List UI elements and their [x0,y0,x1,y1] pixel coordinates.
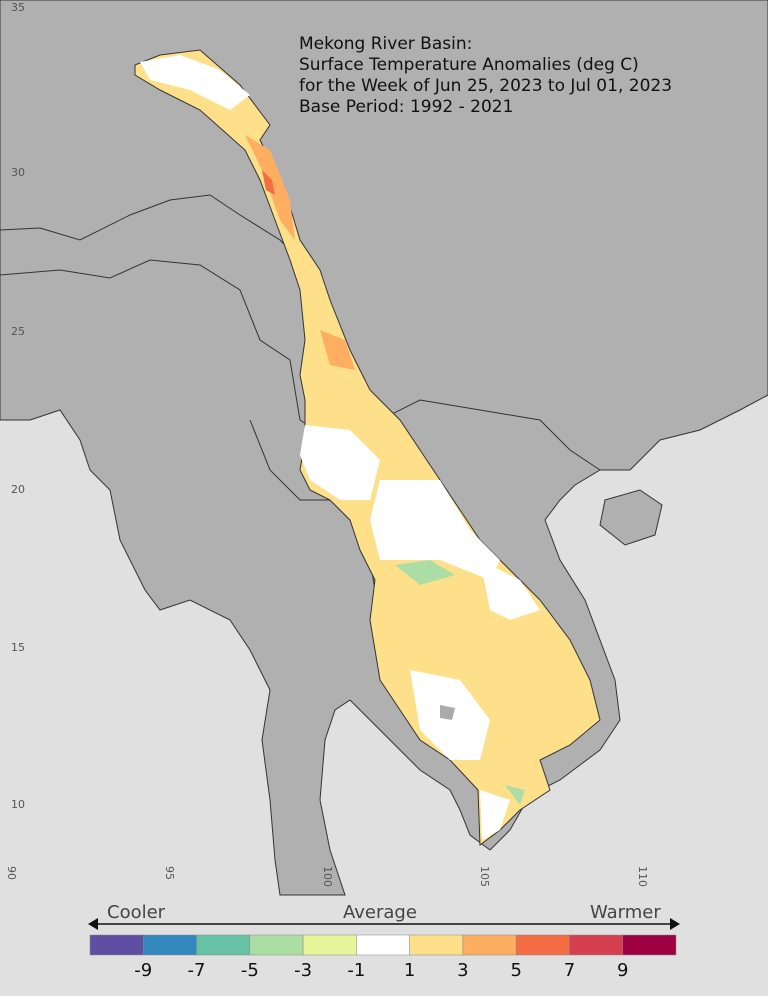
title-line: for the Week of Jun 25, 2023 to Jul 01, … [299,76,673,96]
colorbar-tick-label: 3 [457,960,469,981]
colorbar-tick-label: 1 [403,960,416,981]
colorbar-bin [302,934,357,956]
hainan-island [599,489,663,546]
title-line: Mekong River Basin: [299,34,473,54]
colorbar-tick-label: -1 [347,960,366,981]
colorbar-tick-label: -7 [187,960,206,981]
average-label: Average [343,902,417,923]
lat-tick: 30 [11,166,25,179]
colorbar-bin [196,934,251,956]
lat-tick: 35 [11,1,25,14]
colorbar-bin [356,934,410,956]
title-line: Base Period: 1992 - 2021 [299,97,514,117]
title-line: Surface Temperature Anomalies (deg C) [299,55,639,75]
map-title: Mekong River Basin: Surface Temperature … [299,34,672,118]
colorbar-tick-label: 7 [563,960,576,981]
lat-tick: 15 [11,641,25,654]
anomaly-patches [140,55,540,840]
country-border [0,259,601,471]
colorbar-bin [569,934,623,956]
colorbar-bin [89,934,144,956]
colorbar-bin [409,934,464,956]
colorbar-tick-label: -3 [294,960,313,981]
colorbar-tick-label: 5 [510,960,522,981]
colorbar-bin [143,934,197,956]
warmer-label: Warmer [590,902,661,923]
colorbar-tick-label: -5 [240,960,259,981]
colorbar-tick-label: -9 [134,960,153,981]
lat-tick: 20 [11,483,25,496]
lat-tick: 10 [11,798,25,811]
cooler-label: Cooler [107,902,166,923]
colorbar-bin [622,934,677,956]
colorbar-bin [249,934,304,956]
colorbar-bin [515,934,570,956]
country-border [0,194,301,261]
lat-tick: 25 [11,325,25,338]
colorbar-bin [462,934,517,956]
colorbar-tick-label: 9 [616,960,629,981]
